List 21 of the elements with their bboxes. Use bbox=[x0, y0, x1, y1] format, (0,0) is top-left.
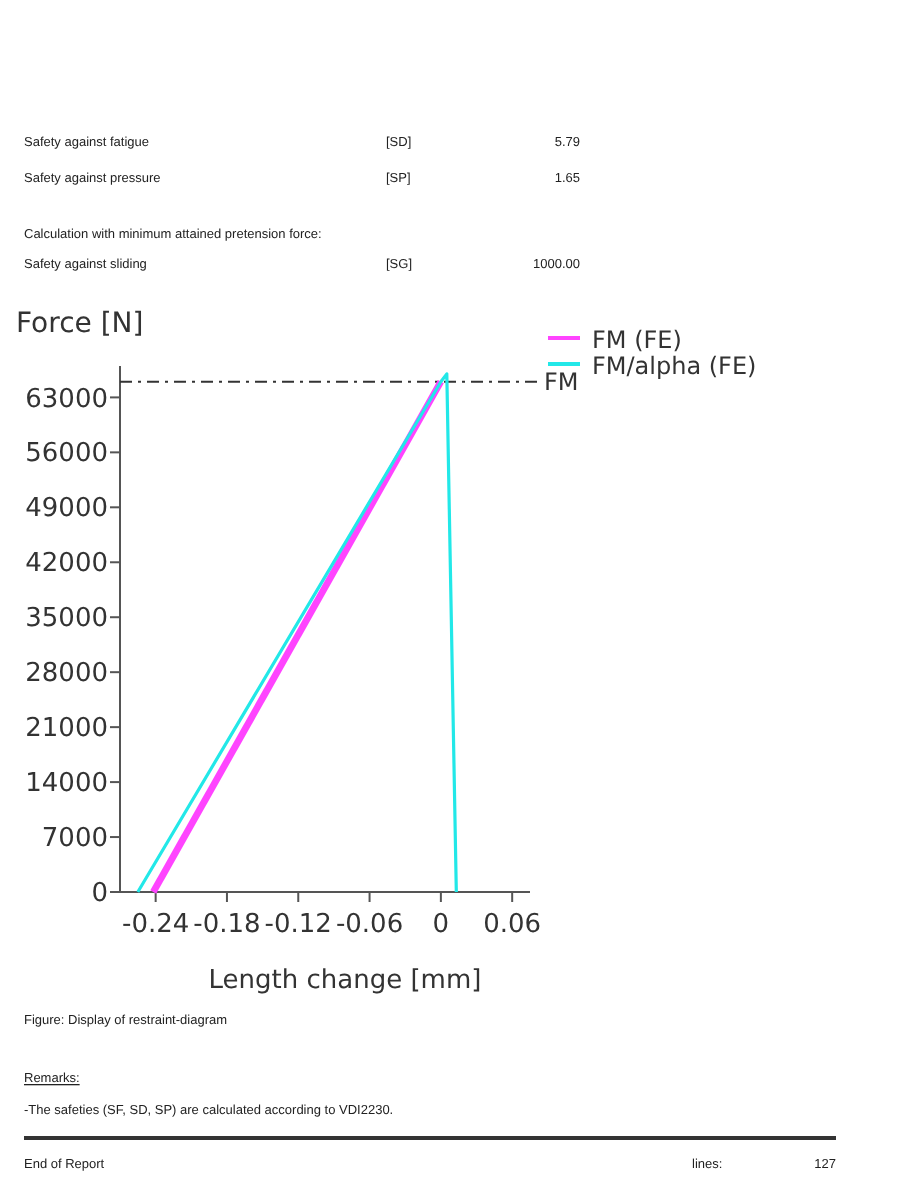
x-tick-label: 0.06 bbox=[483, 910, 542, 940]
y-tick-label: 7000 bbox=[41, 824, 108, 855]
y-tick-label: 49000 bbox=[25, 494, 108, 525]
y-tick-label: 63000 bbox=[25, 384, 108, 415]
y-axis-title: Force [N] bbox=[16, 308, 144, 340]
x-axis-title: Length change [mm] bbox=[208, 966, 482, 996]
y-tick-label: 0 bbox=[91, 879, 108, 910]
y-tick-label: 56000 bbox=[25, 439, 108, 470]
y-tick-label: 28000 bbox=[25, 659, 108, 690]
legend-label: FM (FE) bbox=[592, 326, 682, 354]
y-tick-label: 14000 bbox=[25, 769, 108, 800]
legend-label: FM/alpha (FE) bbox=[592, 352, 757, 380]
y-tick-label: 35000 bbox=[25, 604, 108, 635]
x-tick-label: -0.12 bbox=[264, 910, 332, 940]
x-tick-label: -0.24 bbox=[122, 910, 190, 940]
x-tick-label: 0 bbox=[432, 910, 450, 940]
x-tick-label: -0.18 bbox=[193, 910, 261, 940]
y-tick-label: 42000 bbox=[25, 549, 108, 580]
x-tick-label: -0.06 bbox=[335, 910, 404, 940]
ref-line-label: FM bbox=[544, 368, 579, 397]
y-tick-label: 21000 bbox=[25, 714, 108, 745]
